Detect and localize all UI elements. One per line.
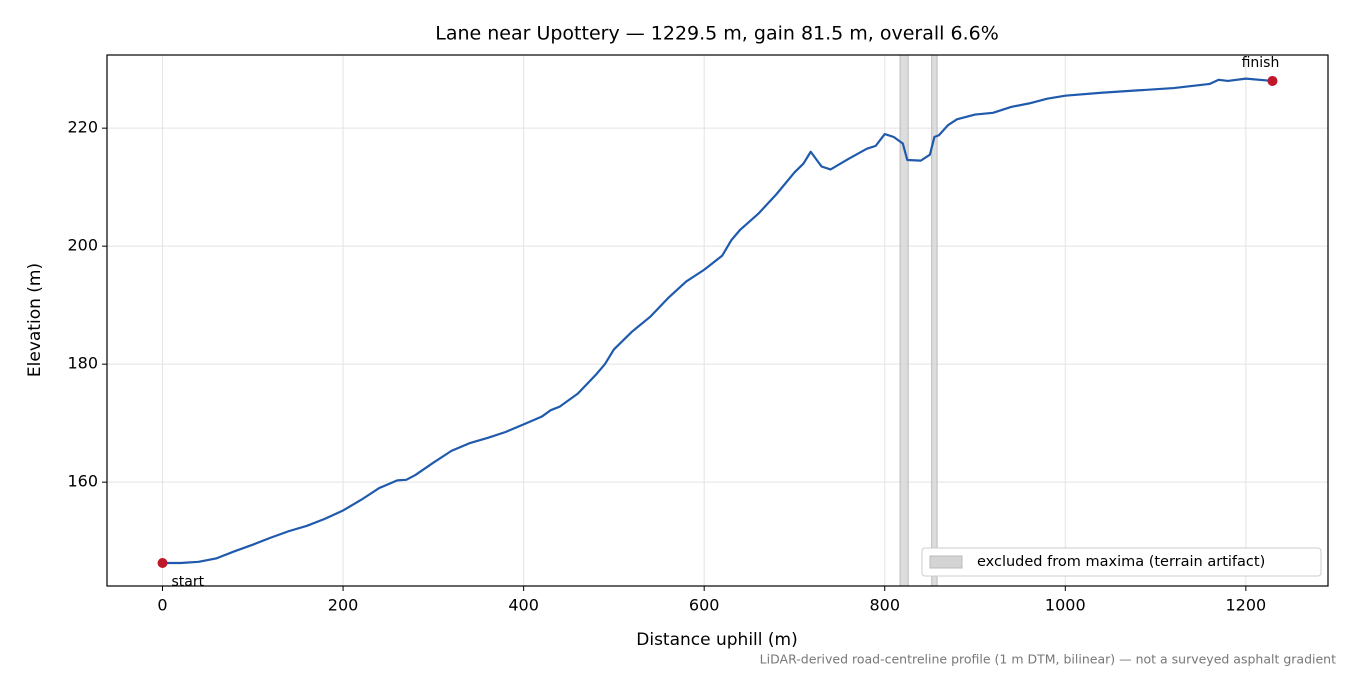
legend-box: [921, 547, 1322, 577]
endpoint-marker: [1267, 75, 1278, 86]
excluded-span: [931, 54, 938, 587]
x-tick-label: 800: [869, 596, 900, 615]
legend-swatch: [929, 555, 963, 569]
x-tick-label: 400: [508, 596, 539, 615]
y-axis-label: Elevation (m): [25, 263, 45, 377]
x-tick-label: 200: [328, 596, 359, 615]
y-tick-label: 180: [67, 354, 98, 373]
x-tick-label: 600: [689, 596, 720, 615]
y-tick-label: 200: [67, 236, 98, 255]
x-axis-label: Distance uphill (m): [636, 630, 797, 650]
excluded-span: [899, 54, 909, 587]
endpoint-label: finish: [1242, 55, 1280, 71]
x-tick-label: 1200: [1225, 596, 1266, 615]
x-tick-label: 1000: [1045, 596, 1086, 615]
elevation-line: [162, 77, 1273, 565]
plot-frame: [106, 54, 1329, 587]
y-tick-label: 160: [67, 472, 98, 491]
endpoint-label: start: [172, 574, 205, 590]
legend-label: excluded from maxima (terrain artifact): [977, 554, 1265, 570]
endpoint-marker: [157, 557, 168, 568]
x-tick-label: 0: [157, 596, 167, 615]
footnote: LiDAR-derived road-centreline profile (1…: [760, 652, 1336, 667]
chart-title: Lane near Upottery — 1229.5 m, gain 81.5…: [435, 23, 999, 45]
y-tick-label: 220: [67, 118, 98, 137]
